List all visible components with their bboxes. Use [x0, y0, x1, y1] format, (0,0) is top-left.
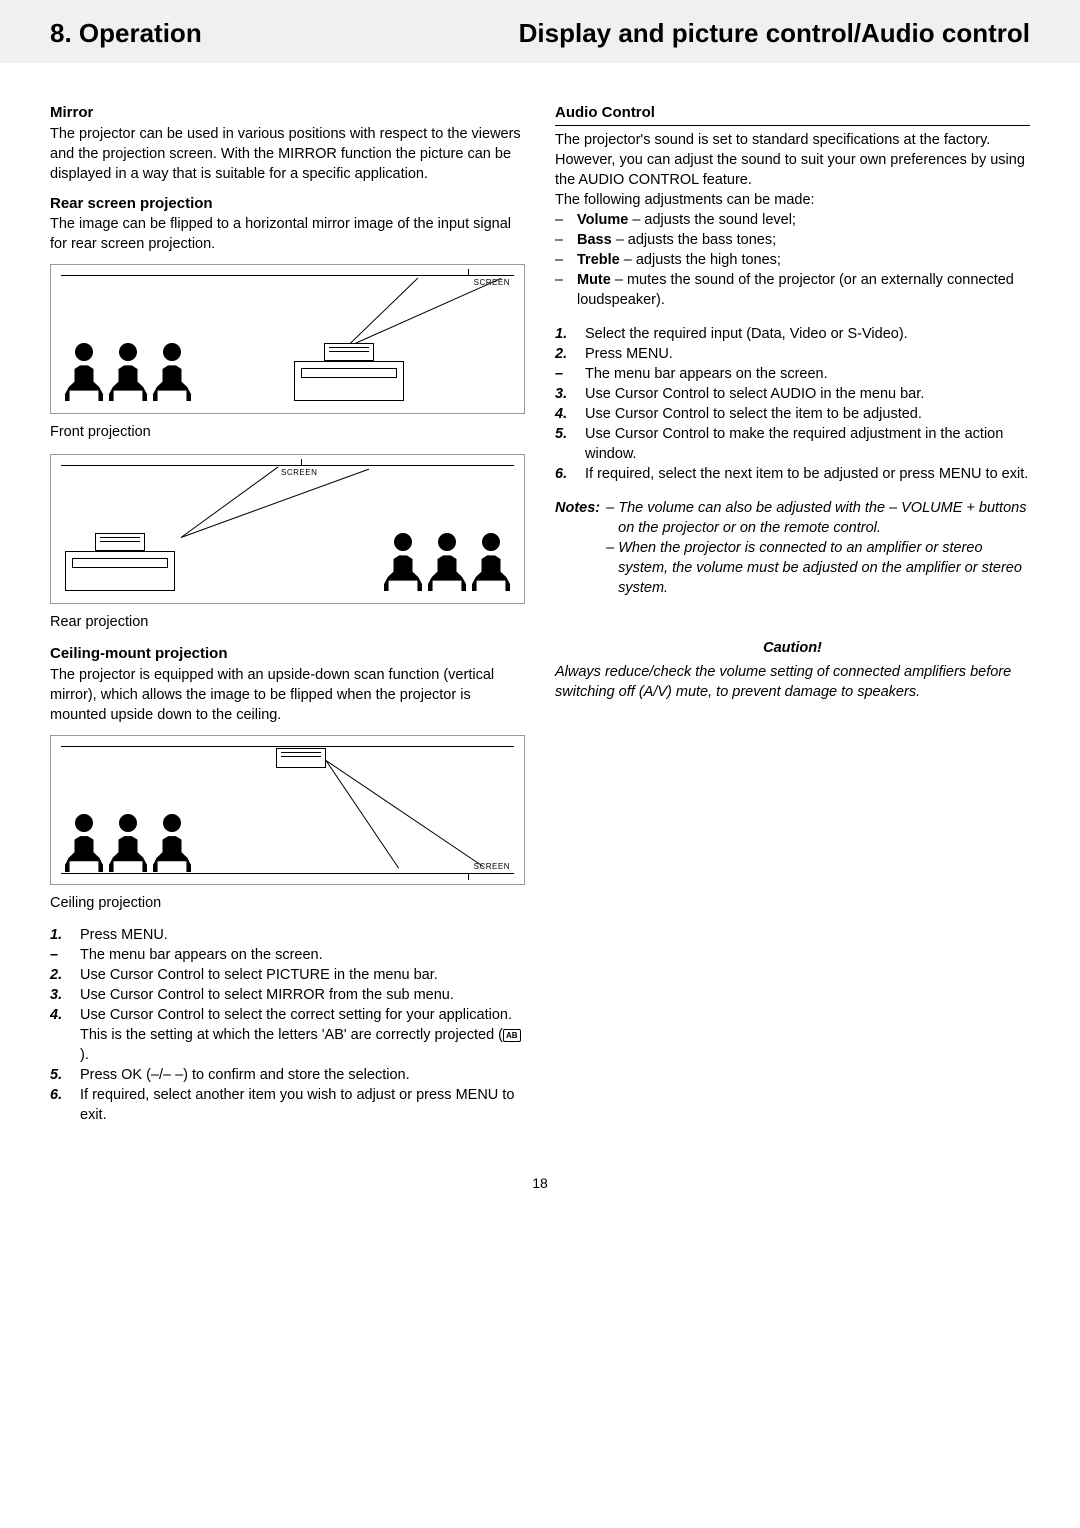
audience-icon	[65, 814, 191, 872]
list-item: 4.Use Cursor Control to select the item …	[555, 404, 1030, 424]
list-item: 1.Press MENU.	[50, 925, 525, 945]
page-header: 8. Operation Display and picture control…	[0, 0, 1080, 63]
list-item: 4.Use Cursor Control to select the corre…	[50, 1005, 525, 1065]
header-section-num: 8. Operation	[50, 18, 202, 49]
projector-icon	[65, 531, 175, 591]
projector-icon	[294, 341, 404, 401]
notes-body: – The volume can also be adjusted with t…	[606, 498, 1030, 598]
caution-text: Always reduce/check the volume setting o…	[555, 662, 1030, 702]
audio-heading: Audio Control	[555, 103, 1030, 126]
mirror-text: The projector can be used in various pos…	[50, 124, 525, 184]
list-item: 5.Use Cursor Control to make the require…	[555, 424, 1030, 464]
list-item: 5.Press OK (–/– –) to confirm and store …	[50, 1065, 525, 1085]
list-item: 3.Use Cursor Control to select MIRROR fr…	[50, 985, 525, 1005]
note-item: – When the projector is connected to an …	[606, 538, 1030, 598]
list-item: 1.Select the required input (Data, Video…	[555, 324, 1030, 344]
ceiling-heading: Ceiling-mount projection	[50, 644, 525, 665]
list-item: –The menu bar appears on the screen.	[50, 945, 525, 965]
projector-ceiling-icon	[276, 748, 326, 768]
list-item: 6.If required, select another item you w…	[50, 1085, 525, 1125]
list-item: –The menu bar appears on the screen.	[555, 364, 1030, 384]
caption-front: Front projection	[50, 422, 525, 442]
audio-text: The projector's sound is set to standard…	[555, 130, 1030, 190]
caution-block: Caution! Always reduce/check the volume …	[555, 638, 1030, 702]
rear-text: The image can be flipped to a horizontal…	[50, 214, 525, 254]
header-section-title: Display and picture control/Audio contro…	[519, 18, 1030, 49]
rear-heading: Rear screen projection	[50, 194, 525, 215]
list-item: 2.Press MENU.	[555, 344, 1030, 364]
ceiling-text: The projector is equipped with an upside…	[50, 665, 525, 725]
caution-label: Caution!	[555, 638, 1030, 658]
left-column: Mirror The projector can be used in vari…	[50, 103, 525, 1125]
list-item: 6.If required, select the next item to b…	[555, 464, 1030, 484]
figure-rear-projection: SCREEN	[50, 454, 525, 604]
audio-steps-list: 1.Select the required input (Data, Video…	[555, 324, 1030, 484]
caption-rear: Rear projection	[50, 612, 525, 632]
mirror-heading: Mirror	[50, 103, 525, 124]
adjustments-list: –Volume – adjusts the sound level;–Bass …	[555, 210, 1030, 310]
list-item: 3.Use Cursor Control to select AUDIO in …	[555, 384, 1030, 404]
note-item: – The volume can also be adjusted with t…	[606, 498, 1030, 538]
right-column: Audio Control The projector's sound is s…	[555, 103, 1030, 1125]
list-item: –Volume – adjusts the sound level;	[555, 210, 1030, 230]
figure-front-projection: SCREEN	[50, 264, 525, 414]
list-item: –Bass – adjusts the bass tones;	[555, 230, 1030, 250]
figure-ceiling-projection: SCREEN	[50, 735, 525, 885]
notes-label: Notes:	[555, 498, 600, 598]
ab-icon: AB	[503, 1029, 521, 1042]
page-number: 18	[0, 1145, 1080, 1211]
screen-label: SCREEN	[281, 467, 317, 478]
notes-block: Notes: – The volume can also be adjusted…	[555, 498, 1030, 598]
mirror-steps-list: 1.Press MENU.–The menu bar appears on th…	[50, 925, 525, 1125]
list-item: 2.Use Cursor Control to select PICTURE i…	[50, 965, 525, 985]
audio-text2: The following adjustments can be made:	[555, 190, 1030, 210]
list-item: –Treble – adjusts the high tones;	[555, 250, 1030, 270]
audience-icon	[384, 533, 510, 591]
audience-icon	[65, 343, 191, 401]
page-content: Mirror The projector can be used in vari…	[0, 63, 1080, 1145]
list-item: –Mute – mutes the sound of the projector…	[555, 270, 1030, 310]
caption-ceiling: Ceiling projection	[50, 893, 525, 913]
